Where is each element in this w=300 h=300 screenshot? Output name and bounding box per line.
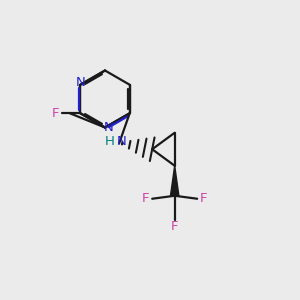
- Text: N: N: [75, 76, 85, 89]
- Text: N: N: [104, 121, 113, 134]
- Polygon shape: [170, 166, 179, 196]
- Text: F: F: [52, 107, 59, 120]
- Text: H: H: [105, 135, 115, 148]
- Text: F: F: [200, 192, 208, 205]
- Text: F: F: [142, 192, 149, 205]
- Text: N: N: [117, 135, 127, 148]
- Text: F: F: [171, 220, 178, 233]
